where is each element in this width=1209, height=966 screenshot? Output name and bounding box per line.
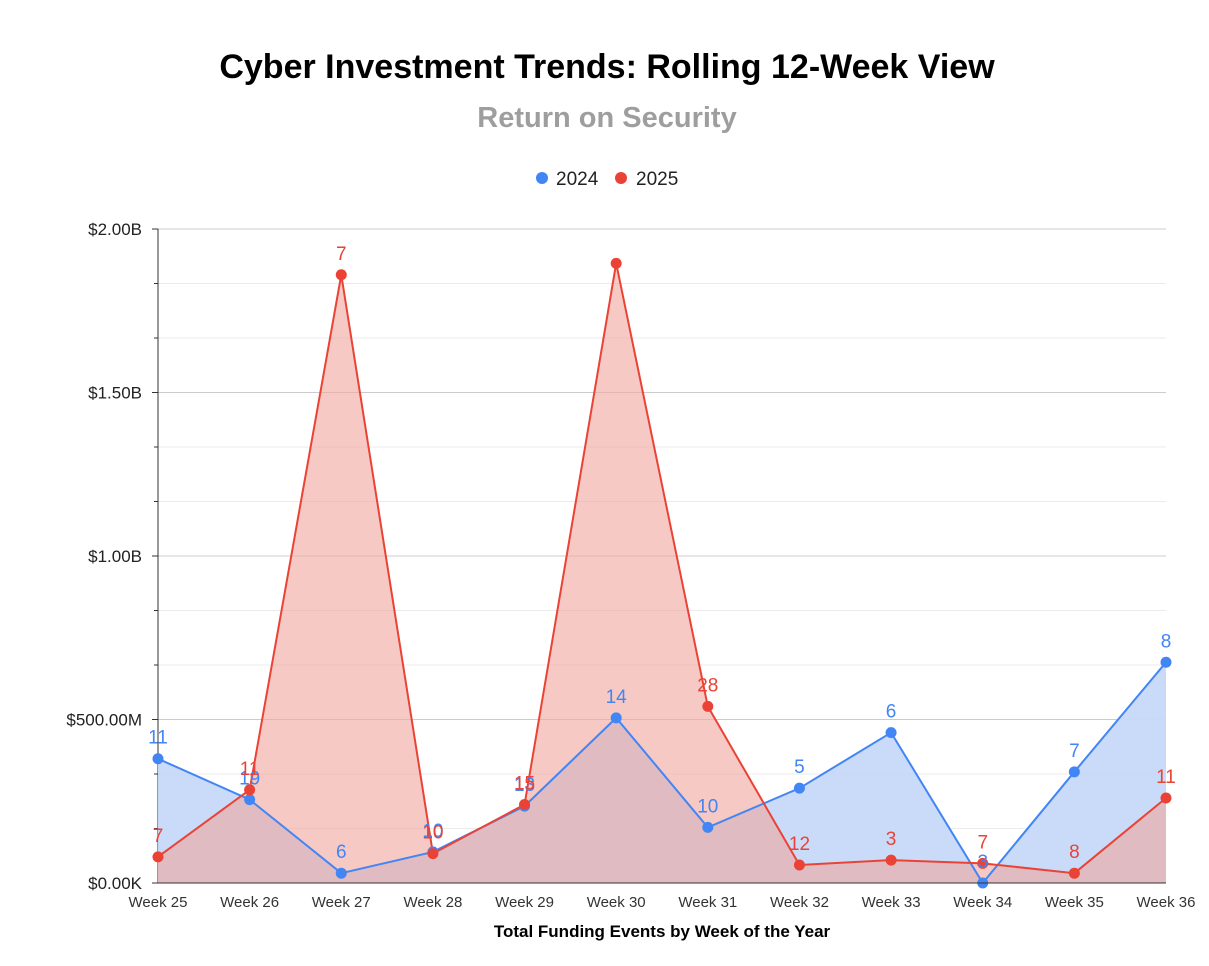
- y-axis: $0.00K $500.00M $1.00B $1.50B $2.00B: [66, 220, 159, 893]
- legend: 2024 2025: [536, 169, 678, 190]
- point-2024: [1160, 656, 1172, 668]
- legend-marker-2024: [536, 172, 548, 184]
- y-tick-label: $2.00B: [88, 220, 142, 239]
- point-2025: [885, 854, 897, 866]
- chart-subtitle: Return on Security: [477, 102, 736, 134]
- x-tick-label: Week 32: [770, 894, 829, 911]
- data-label-2025: 10: [422, 823, 443, 844]
- x-tick-label: Week 33: [862, 894, 921, 911]
- x-tick-label: Week 30: [587, 894, 646, 911]
- legend-label-2025: 2025: [636, 169, 678, 190]
- data-label-2025: 12: [789, 834, 810, 855]
- point-2024: [885, 727, 897, 739]
- legend-label-2024: 2024: [556, 169, 599, 190]
- data-label-2024: 10: [697, 796, 718, 817]
- data-label-2025: 7: [153, 826, 164, 847]
- data-label-2025: 3: [886, 829, 897, 850]
- point-2025: [1160, 792, 1172, 804]
- x-tick-label: Week 34: [953, 894, 1012, 911]
- data-label-2025: 11: [1156, 767, 1176, 788]
- x-tick-label: Week 27: [312, 894, 371, 911]
- legend-marker-2025: [615, 172, 627, 184]
- data-label-2025: 15: [514, 774, 535, 795]
- x-axis-title: Total Funding Events by Week of the Year: [494, 922, 831, 941]
- y-tick-label: $500.00M: [66, 711, 142, 730]
- point-2025: [335, 269, 347, 281]
- series-lines: [157, 263, 1167, 885]
- data-label-2024: 14: [606, 687, 628, 708]
- point-2024: [244, 794, 256, 806]
- series-points: [152, 257, 1172, 889]
- point-2025: [152, 851, 164, 863]
- x-tick-label: Week 36: [1137, 894, 1196, 911]
- point-2025: [610, 257, 622, 269]
- x-tick-label: Week 26: [220, 894, 279, 911]
- y-tick-label: $1.00B: [88, 547, 142, 566]
- data-label-2024: 11: [148, 728, 168, 749]
- x-tick-label: Week 29: [495, 894, 554, 911]
- point-2025: [702, 700, 714, 712]
- point-2025: [519, 799, 531, 811]
- area-2025: [158, 263, 1166, 884]
- y-tick-label: $1.50B: [88, 384, 142, 403]
- data-label-2025: 7: [977, 832, 988, 853]
- data-label-2024: 3: [977, 852, 988, 873]
- point-2025: [793, 859, 805, 871]
- point-2024: [793, 782, 805, 794]
- data-label-2024: 6: [886, 702, 897, 723]
- point-2025: [427, 848, 439, 860]
- line-2025: [157, 263, 1167, 875]
- data-label-2024: 7: [1069, 741, 1080, 762]
- x-tick-label: Week 28: [403, 894, 462, 911]
- point-2025: [977, 857, 989, 869]
- point-2024: [702, 821, 714, 833]
- data-label-2024: 6: [336, 842, 347, 863]
- chart-title: Cyber Investment Trends: Rolling 12-Week…: [219, 48, 995, 86]
- data-label-2025: 28: [697, 675, 718, 696]
- data-label-2024: 5: [794, 757, 805, 778]
- data-label-2024: 13: [514, 775, 535, 796]
- x-axis: Week 25 Week 26 Week 27 Week 28 Week 29 Week …: [129, 882, 1196, 911]
- point-2024: [610, 712, 622, 724]
- y-tick-label: $0.00K: [88, 874, 143, 893]
- data-label-2024: 8: [1161, 631, 1172, 652]
- x-tick-label: Week 25: [129, 894, 188, 911]
- point-2024: [335, 867, 347, 879]
- data-label-2025: 11: [240, 759, 260, 780]
- point-2025: [244, 784, 256, 796]
- data-label-2024: 19: [239, 769, 260, 790]
- data-label-2024: 10: [422, 821, 443, 842]
- series-areas: [158, 263, 1166, 884]
- point-2024: [1068, 766, 1080, 778]
- point-2024: [152, 753, 164, 765]
- point-2025: [1068, 867, 1080, 879]
- x-tick-label: Week 35: [1045, 894, 1104, 911]
- data-label-2025: 8: [1069, 842, 1080, 863]
- data-label-2025: 7: [336, 244, 347, 265]
- x-tick-label: Week 31: [678, 894, 737, 911]
